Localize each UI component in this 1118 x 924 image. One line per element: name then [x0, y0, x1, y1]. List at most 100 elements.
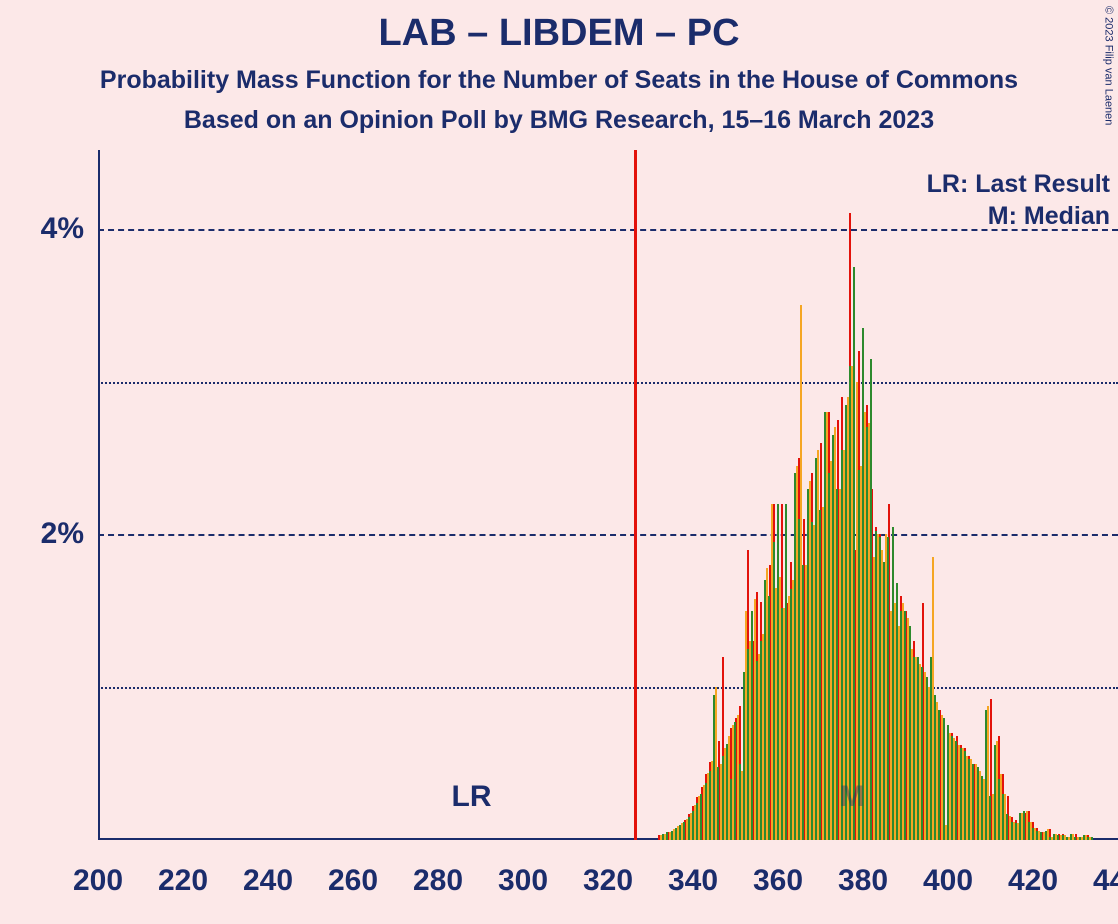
pmf-bar: [705, 783, 707, 840]
pmf-bar: [934, 695, 936, 840]
pmf-bar: [700, 794, 702, 840]
lr-vline: [634, 150, 637, 840]
pmf-bar: [777, 504, 779, 840]
pmf-bar: [692, 811, 694, 840]
pmf-bar: [917, 657, 919, 840]
pmf-bar: [913, 657, 915, 840]
pmf-bar: [1006, 814, 1008, 840]
x-tick-label: 280: [413, 864, 463, 898]
pmf-bar: [726, 744, 728, 840]
pmf-bar: [828, 473, 830, 840]
pmf-bar: [875, 531, 877, 840]
pmf-bar: [947, 725, 949, 840]
pmf-bar: [671, 831, 673, 840]
pmf-bar: [1087, 837, 1089, 840]
pmf-bar: [666, 832, 668, 840]
pmf-bar: [751, 611, 753, 840]
median-marker-label: M: [840, 780, 865, 814]
pmf-bar: [981, 776, 983, 840]
pmf-bar: [1057, 835, 1059, 840]
pmf-bar: [1074, 837, 1076, 840]
pmf-bar: [951, 736, 953, 840]
legend-median: M: Median: [988, 202, 1110, 231]
pmf-bar: [730, 779, 732, 840]
pmf-bar: [683, 822, 685, 840]
pmf-bar: [883, 562, 885, 840]
pmf-bar: [734, 722, 736, 840]
pmf-bar: [1083, 835, 1085, 840]
pmf-bar: [892, 527, 894, 840]
pmf-bar: [675, 828, 677, 840]
pmf-bar: [1011, 822, 1013, 840]
pmf-bar: [760, 641, 762, 840]
pmf-bar: [968, 759, 970, 840]
pmf-bar: [938, 710, 940, 840]
pmf-bar: [1066, 837, 1068, 840]
pmf-bar: [955, 741, 957, 840]
gridline-major: [98, 534, 1118, 536]
chart-title: LAB – LIBDEM – PC: [0, 12, 1118, 55]
pmf-bar: [688, 817, 690, 840]
pmf-bar: [994, 745, 996, 840]
pmf-bar: [1019, 813, 1021, 841]
pmf-bar: [862, 328, 864, 840]
pmf-bar: [900, 611, 902, 840]
gridline-minor: [98, 687, 1118, 689]
pmf-bar: [977, 767, 979, 840]
pmf-bar: [1053, 834, 1055, 840]
x-tick-label: 300: [498, 864, 548, 898]
legend-last-result: LR: Last Result: [927, 170, 1110, 199]
pmf-bar: [921, 667, 923, 840]
pmf-bar: [1079, 837, 1081, 840]
pmf-bar: [998, 779, 1000, 840]
pmf-bar: [709, 771, 711, 840]
pmf-bar: [1032, 828, 1034, 840]
pmf-bar: [773, 542, 775, 840]
pmf-bar: [811, 522, 813, 840]
chart-subtitle-2: Based on an Opinion Poll by BMG Research…: [0, 106, 1118, 135]
copyright-text: © 2023 Filip van Laenen: [1102, 6, 1114, 125]
pmf-bar: [1036, 831, 1038, 840]
pmf-bar: [909, 626, 911, 840]
pmf-bar: [824, 412, 826, 840]
pmf-bar: [747, 649, 749, 840]
pmf-bar: [972, 764, 974, 840]
pmf-bar: [756, 661, 758, 840]
plot-area: LR M LR: Last Result M: Median 2%4%: [98, 160, 1118, 840]
x-tick-label: 380: [838, 864, 888, 898]
pmf-bar: [794, 473, 796, 840]
pmf-bar: [943, 718, 945, 840]
pmf-bar: [1091, 837, 1093, 840]
pmf-bar: [807, 489, 809, 840]
pmf-bar: [722, 756, 724, 840]
pmf-bar: [964, 751, 966, 840]
pmf-bar: [896, 583, 898, 840]
pmf-bar: [853, 267, 855, 840]
x-tick-label: 400: [923, 864, 973, 898]
pmf-bar: [989, 796, 991, 840]
pmf-bar: [1002, 794, 1004, 840]
x-tick-label: 200: [73, 864, 123, 898]
pmf-bar: [870, 359, 872, 840]
x-tick-label: 340: [668, 864, 718, 898]
x-tick-label: 440: [1093, 864, 1118, 898]
x-tick-label: 260: [328, 864, 378, 898]
y-axis: [98, 150, 100, 840]
pmf-bar: [1028, 822, 1030, 840]
x-tick-label: 320: [583, 864, 633, 898]
y-tick-label: 4%: [41, 212, 84, 246]
pmf-bar: [815, 458, 817, 840]
pmf-bar: [879, 537, 881, 840]
pmf-bar: [696, 803, 698, 840]
pmf-bar: [819, 510, 821, 840]
pmf-bar: [1062, 835, 1064, 840]
pmf-bar: [985, 710, 987, 840]
gridline-minor: [98, 382, 1118, 384]
pmf-bar: [849, 366, 851, 840]
pmf-bar: [904, 611, 906, 840]
pmf-bar: [781, 608, 783, 840]
pmf-bar: [785, 504, 787, 840]
pmf-bar: [768, 596, 770, 840]
lr-marker-label: LR: [452, 780, 492, 814]
pmf-bar: [764, 580, 766, 840]
